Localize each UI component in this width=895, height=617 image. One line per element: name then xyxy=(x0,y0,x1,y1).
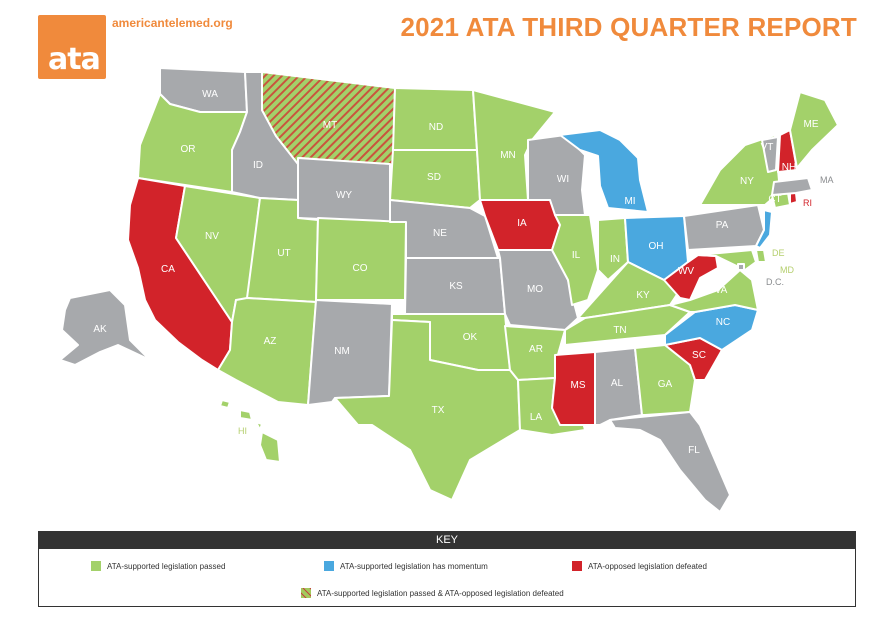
state-label-tx: TX xyxy=(432,405,445,416)
state-label-vt: VT xyxy=(761,142,774,153)
state-label-ks: KS xyxy=(449,281,463,292)
key-label-passed-and-defeated: ATA-supported legislation passed & ATA-o… xyxy=(317,588,564,598)
state-co[interactable] xyxy=(315,217,407,301)
state-label-wi: WI xyxy=(557,174,569,185)
state-mi[interactable] xyxy=(559,129,649,213)
state-label-ma: MA xyxy=(820,175,834,185)
website-url[interactable]: americantelemed.org xyxy=(112,16,233,30)
defeated-swatch xyxy=(572,561,582,571)
state-label-wy: WY xyxy=(336,190,352,201)
state-label-az: AZ xyxy=(264,336,277,347)
state-nm[interactable] xyxy=(307,299,393,406)
state-ma[interactable] xyxy=(771,177,813,196)
state-nh[interactable] xyxy=(777,129,798,173)
state-label-oh: OH xyxy=(649,241,664,252)
state-label-me: ME xyxy=(804,119,819,130)
state-label-sd: SD xyxy=(427,172,441,183)
state-label-wv: WV xyxy=(678,266,694,277)
state-label-ne: NE xyxy=(433,228,447,239)
state-de[interactable] xyxy=(755,249,767,263)
state-label-hi: HI xyxy=(238,426,247,436)
state-label-tn: TN xyxy=(613,325,626,336)
state-mn[interactable] xyxy=(472,89,556,201)
state-label-mo: MO xyxy=(527,284,543,295)
state-label-nh: NH xyxy=(782,162,796,173)
us-map: WA OR CA NV ID MT WY UT AZ CO NM ND SD NE KS OK TX MN IA MO… xyxy=(59,67,839,513)
state-sd[interactable] xyxy=(389,149,481,209)
state-il[interactable] xyxy=(551,214,599,306)
state-nd[interactable] xyxy=(392,87,478,151)
state-label-in: IN xyxy=(610,254,620,265)
key-item-momentum: ATA-supported legislation has momentum xyxy=(324,561,488,571)
state-label-il: IL xyxy=(572,250,581,261)
state-va[interactable] xyxy=(669,269,759,313)
state-tx[interactable] xyxy=(334,319,521,501)
state-label-id: ID xyxy=(253,160,263,171)
report-title: 2021 ATA THIRD QUARTER REPORT xyxy=(400,12,857,42)
state-label-ga: GA xyxy=(658,379,673,390)
state-label-dc: D.C. xyxy=(766,277,784,287)
state-fl[interactable] xyxy=(609,411,731,513)
key-item-passed: ATA-supported legislation passed xyxy=(91,561,225,571)
state-dc[interactable] xyxy=(737,263,745,271)
state-label-ri: RI xyxy=(803,198,812,208)
state-label-nj: NJ xyxy=(773,230,785,241)
state-nj[interactable] xyxy=(755,209,773,249)
state-wv[interactable] xyxy=(663,254,719,301)
state-label-nd: ND xyxy=(429,122,443,133)
map-key: KEY ATA-supported legislation passed ATA… xyxy=(38,531,856,607)
state-ny[interactable] xyxy=(699,134,781,206)
ata-logo: ata xyxy=(38,15,106,79)
key-label-momentum: ATA-supported legislation has momentum xyxy=(340,561,488,571)
state-label-mi: MI xyxy=(624,196,635,207)
state-label-ca: CA xyxy=(161,264,175,275)
state-label-mn: MN xyxy=(500,150,516,161)
state-label-mt: MT xyxy=(323,120,337,131)
state-az[interactable] xyxy=(217,297,317,406)
state-label-ok: OK xyxy=(463,332,478,343)
key-label-defeated: ATA-opposed legislation defeated xyxy=(588,561,707,571)
state-ak[interactable] xyxy=(59,289,151,366)
momentum-swatch xyxy=(324,561,334,571)
key-item-passed-and-defeated: ATA-supported legislation passed & ATA-o… xyxy=(301,588,564,598)
state-label-ny: NY xyxy=(740,176,754,187)
state-label-co: CO xyxy=(353,263,368,274)
state-label-fl: FL xyxy=(688,445,700,456)
state-label-la: LA xyxy=(530,412,543,423)
state-label-ut: UT xyxy=(277,248,290,259)
key-item-defeated: ATA-opposed legislation defeated xyxy=(572,561,707,571)
state-me[interactable] xyxy=(789,91,839,169)
state-label-sc: SC xyxy=(692,350,706,361)
state-ri[interactable] xyxy=(789,192,798,205)
state-hi[interactable] xyxy=(219,399,281,463)
state-vt[interactable] xyxy=(761,136,779,173)
state-label-md: MD xyxy=(780,265,794,275)
state-label-de: DE xyxy=(772,248,785,258)
state-label-nv: NV xyxy=(205,231,219,242)
state-label-va: VA xyxy=(715,285,728,296)
logo-text: ata xyxy=(48,42,101,77)
state-label-nc: NC xyxy=(716,317,730,328)
state-label-ak: AK xyxy=(93,324,107,335)
state-label-ky: KY xyxy=(636,290,650,301)
state-label-ct: CT xyxy=(768,194,781,205)
state-label-ia: IA xyxy=(517,218,527,229)
key-title: KEY xyxy=(39,532,855,549)
state-label-ar: AR xyxy=(529,344,543,355)
passed-swatch xyxy=(91,561,101,571)
key-label-passed: ATA-supported legislation passed xyxy=(107,561,226,571)
state-in[interactable] xyxy=(597,217,629,281)
state-label-ms: MS xyxy=(571,380,586,391)
state-label-pa: PA xyxy=(716,220,729,231)
state-label-or: OR xyxy=(181,144,196,155)
state-label-nm: NM xyxy=(334,346,350,357)
state-label-wa: WA xyxy=(202,89,218,100)
state-label-al: AL xyxy=(611,378,624,389)
hatch-swatch xyxy=(301,588,311,598)
